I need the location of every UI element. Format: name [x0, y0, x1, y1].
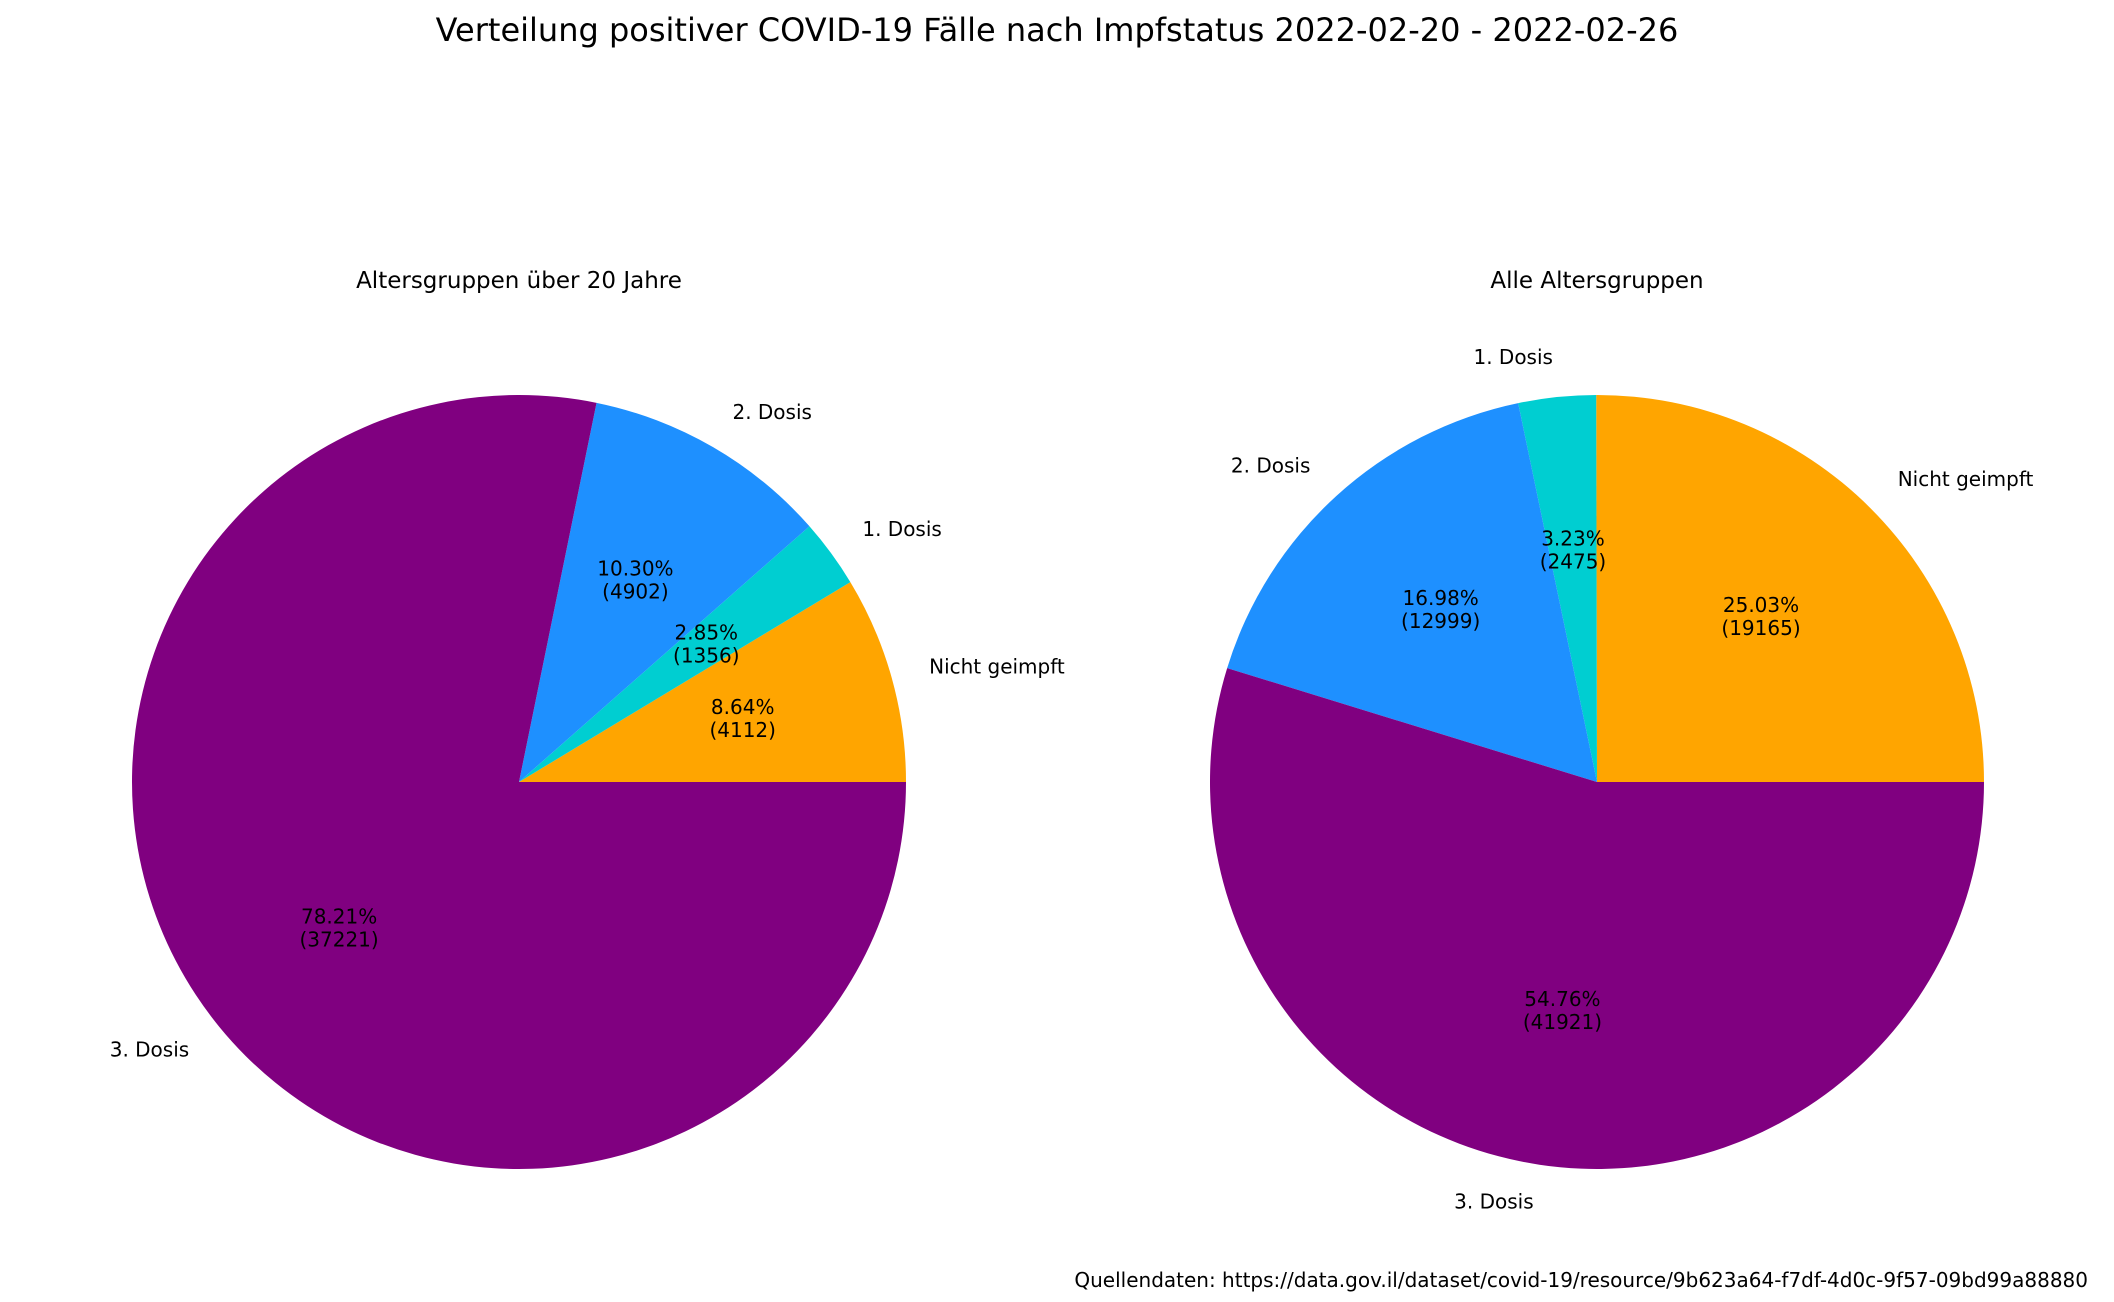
pie-left-slice-1-dosis: [519, 526, 851, 782]
pie-right-slice-3-dosis: [1210, 668, 1984, 1169]
pie-left-label-2-dosis: 2. Dosis: [732, 400, 811, 424]
pie-left-count-1-dosis: (1356): [673, 643, 740, 667]
figure-title: Verteilung positiver COVID-19 Fälle nach…: [436, 11, 1679, 49]
pie-right-count-1-dosis: (2475): [1540, 550, 1607, 574]
pie-right-pct-3-dosis: 54.76%: [1524, 987, 1600, 1011]
pie-right-count-3-dosis: (41921): [1523, 1010, 1602, 1034]
pie-left-slice-2-dosis: [519, 402, 810, 782]
pie-right-slice-2-dosis: [1227, 403, 1597, 782]
pie-left-slice-nicht-geimpft: [519, 582, 906, 782]
pie-right-label-2-dosis: 2. Dosis: [1231, 454, 1310, 478]
pie-right-title: Alle Altersgruppen: [1490, 268, 1703, 294]
pie-right-pct-2-dosis: 16.98%: [1403, 586, 1479, 610]
pie-left-slices: [132, 395, 906, 1170]
pie-left-count-nicht-geimpft: (4112): [709, 718, 776, 742]
pie-left-pct-2-dosis: 10.30%: [597, 557, 673, 581]
pie-right-slice-nicht-geimpft: [1596, 395, 1984, 782]
pie-left-count-3-dosis: (37221): [299, 927, 378, 951]
pie-right-pct-1-dosis: 3.23%: [1541, 527, 1605, 551]
pie-right-slice-1-dosis: [1518, 395, 1597, 782]
pie-left-pct-nicht-geimpft: 8.64%: [711, 695, 775, 719]
pie-right-label-3-dosis: 3. Dosis: [1454, 1189, 1533, 1213]
pie-left-slice-3-dosis: [132, 395, 906, 1170]
pie-chart-right: Alle Altersgruppen Nicht geimpft25.03%(1…: [1210, 268, 2034, 1213]
pie-left-pct-3-dosis: 78.21%: [301, 904, 377, 928]
pie-left-label-nicht-geimpft: Nicht geimpft: [929, 654, 1065, 678]
pie-left-title: Altersgruppen über 20 Jahre: [356, 268, 682, 294]
pie-right-count-2-dosis: (12999): [1401, 609, 1480, 633]
pie-left-labels: Nicht geimpft 8.64%(4112) 1. Dosis 2.85%(13…: [110, 400, 1065, 1061]
pie-left-pct-1-dosis: 2.85%: [675, 620, 739, 644]
source-note: Quellendaten: https://data.gov.il/datase…: [1074, 1268, 2088, 1292]
pie-left-label-3-dosis: 3. Dosis: [110, 1038, 189, 1062]
pie-right-label-nicht-geimpft: Nicht geimpft: [1898, 467, 2034, 491]
pie-right-slices: [1210, 395, 1984, 1169]
pie-chart-left: Altersgruppen über 20 Jahre Nicht geimpf…: [110, 268, 1065, 1170]
pie-left-count-2-dosis: (4902): [602, 580, 669, 604]
pie-right-count-nicht-geimpft: (19165): [1721, 616, 1800, 640]
pie-left-label-1-dosis: 1. Dosis: [862, 517, 941, 541]
pie-right-label-1-dosis: 1. Dosis: [1473, 345, 1552, 369]
pie-right-pct-nicht-geimpft: 25.03%: [1723, 593, 1799, 617]
